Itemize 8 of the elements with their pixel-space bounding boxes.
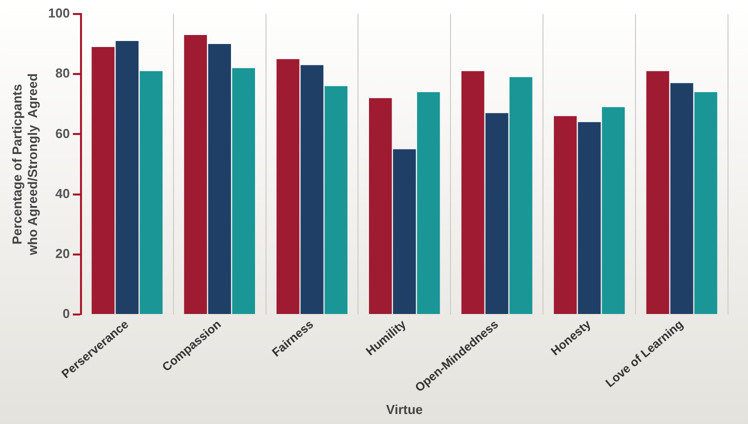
- y-tick-label: 100: [48, 6, 70, 21]
- y-tick-label: 40: [55, 186, 70, 201]
- y-tick-label: 60: [55, 126, 70, 141]
- y-tick-label: 80: [55, 66, 70, 81]
- y-tick-label: 20: [55, 246, 70, 261]
- x-axis-title: Virtue: [386, 402, 423, 417]
- y-tick-label: 0: [62, 306, 70, 322]
- y-axis-title: Percentage of Particpants who Agreed/Strongly Agreed: [9, 73, 40, 256]
